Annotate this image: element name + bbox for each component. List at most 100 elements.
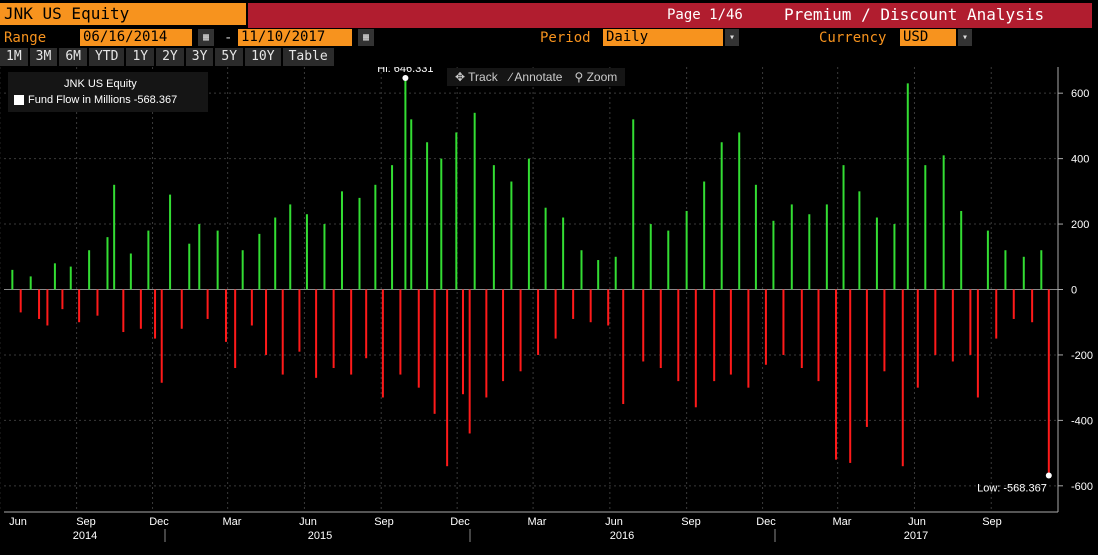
end-date-field[interactable]: 11/10/2017 <box>238 29 352 46</box>
y-tick-label: 400 <box>1071 154 1089 166</box>
bar <box>685 210 688 290</box>
bar <box>374 184 377 290</box>
legend: JNK US Equity Fund Flow in Millions -568… <box>8 72 208 112</box>
x-tick-label: Jun <box>908 516 926 528</box>
zoom-tool[interactable]: ⚲ Zoom <box>574 70 618 84</box>
bar <box>129 253 132 290</box>
fund-flow-chart: 600 400 200 0 -200 -400 -600 Jun Sep Dec Mar Jun Sep… <box>0 63 1093 542</box>
bar <box>597 260 600 290</box>
tab-ytd[interactable]: YTD <box>88 48 125 66</box>
bar <box>572 289 575 319</box>
bar <box>473 112 476 290</box>
x-tick-label: Jun <box>9 516 27 528</box>
high-label: Hi: 646.331 <box>377 67 433 75</box>
tab-1m[interactable]: 1M <box>0 48 28 66</box>
bar <box>849 289 852 463</box>
bar <box>468 289 471 434</box>
bar <box>782 289 785 355</box>
bar <box>713 289 716 382</box>
track-tool[interactable]: ✥ Track <box>455 70 498 84</box>
tab-5y[interactable]: 5Y <box>215 48 244 66</box>
low-marker <box>1045 472 1052 479</box>
bar <box>649 224 652 290</box>
end-calendar-icon[interactable]: ▦ <box>358 29 374 46</box>
start-date-field[interactable]: 06/16/2014 <box>80 29 192 46</box>
annotate-tool[interactable]: ∕ Annotate <box>509 70 563 84</box>
bar <box>216 230 219 290</box>
bar <box>825 204 828 290</box>
currency-dropdown-icon[interactable]: ▾ <box>958 29 972 46</box>
bar <box>258 233 261 290</box>
tab-2y[interactable]: 2Y <box>156 48 184 66</box>
y-tick-label: 600 <box>1071 88 1089 100</box>
bar <box>11 269 14 290</box>
bar <box>916 289 919 388</box>
bar <box>562 217 565 290</box>
period-dropdown-icon[interactable]: ▾ <box>725 29 739 46</box>
bar <box>455 132 458 290</box>
low-label: Low: -568.367 <box>977 482 1047 494</box>
legend-swatch <box>14 95 24 105</box>
bar <box>738 132 741 290</box>
bar <box>934 289 937 355</box>
bar <box>281 289 284 375</box>
currency-select[interactable]: USD <box>900 29 956 46</box>
start-calendar-icon[interactable]: ▦ <box>198 29 214 46</box>
bar <box>391 165 394 290</box>
bar <box>694 289 697 408</box>
tab-10y[interactable]: 10Y <box>245 48 281 66</box>
y-tick-label: 0 <box>1071 285 1077 297</box>
legend-series-label: Fund Flow in Millions -568.367 <box>28 94 178 106</box>
period-select[interactable]: Daily <box>603 29 723 46</box>
range-dash: - <box>224 30 233 46</box>
bar <box>188 243 191 290</box>
bar <box>554 289 557 339</box>
bar <box>1040 250 1043 290</box>
bar <box>1004 250 1007 290</box>
bar <box>250 289 253 326</box>
x-tick-label: Mar <box>833 516 852 528</box>
bar <box>772 220 775 290</box>
bar <box>614 256 617 290</box>
bar <box>580 250 583 290</box>
tab-3y[interactable]: 3Y <box>185 48 214 66</box>
x-tick-label: Dec <box>756 516 776 528</box>
bar <box>858 191 861 290</box>
bar <box>224 289 227 342</box>
tab-1y[interactable]: 1Y <box>126 48 155 66</box>
bar <box>440 158 443 290</box>
bar <box>951 289 954 362</box>
tab-table[interactable]: Table <box>282 48 334 66</box>
bar <box>433 289 436 414</box>
bar <box>404 78 407 290</box>
tab-3m[interactable]: 3M <box>29 48 58 66</box>
range-label: Range <box>4 30 47 46</box>
y-tick-label: -400 <box>1071 415 1093 427</box>
bar <box>754 184 757 290</box>
bar <box>147 230 150 290</box>
bar <box>677 289 680 382</box>
title-bar <box>248 3 1092 28</box>
bar <box>206 289 209 319</box>
bar <box>160 289 163 383</box>
bar <box>667 230 670 290</box>
bar <box>358 197 361 290</box>
bar <box>289 204 292 290</box>
y-tick-label: -200 <box>1071 350 1093 362</box>
bar <box>139 289 142 329</box>
bar <box>622 289 625 405</box>
bar <box>589 289 592 323</box>
bar <box>544 207 547 290</box>
bar <box>485 289 488 398</box>
tab-6m[interactable]: 6M <box>59 48 87 66</box>
bar <box>53 263 56 290</box>
x-year-label: 2015 <box>308 530 332 542</box>
ticker-field[interactable]: JNK US Equity <box>0 3 246 25</box>
x-tick-label: Jun <box>605 516 623 528</box>
bar <box>632 119 635 290</box>
bar <box>381 289 384 398</box>
analysis-title: Premium / Discount Analysis <box>784 5 1045 24</box>
currency-label: Currency <box>819 30 887 46</box>
period-label: Period <box>540 30 591 46</box>
high-marker <box>402 75 409 82</box>
